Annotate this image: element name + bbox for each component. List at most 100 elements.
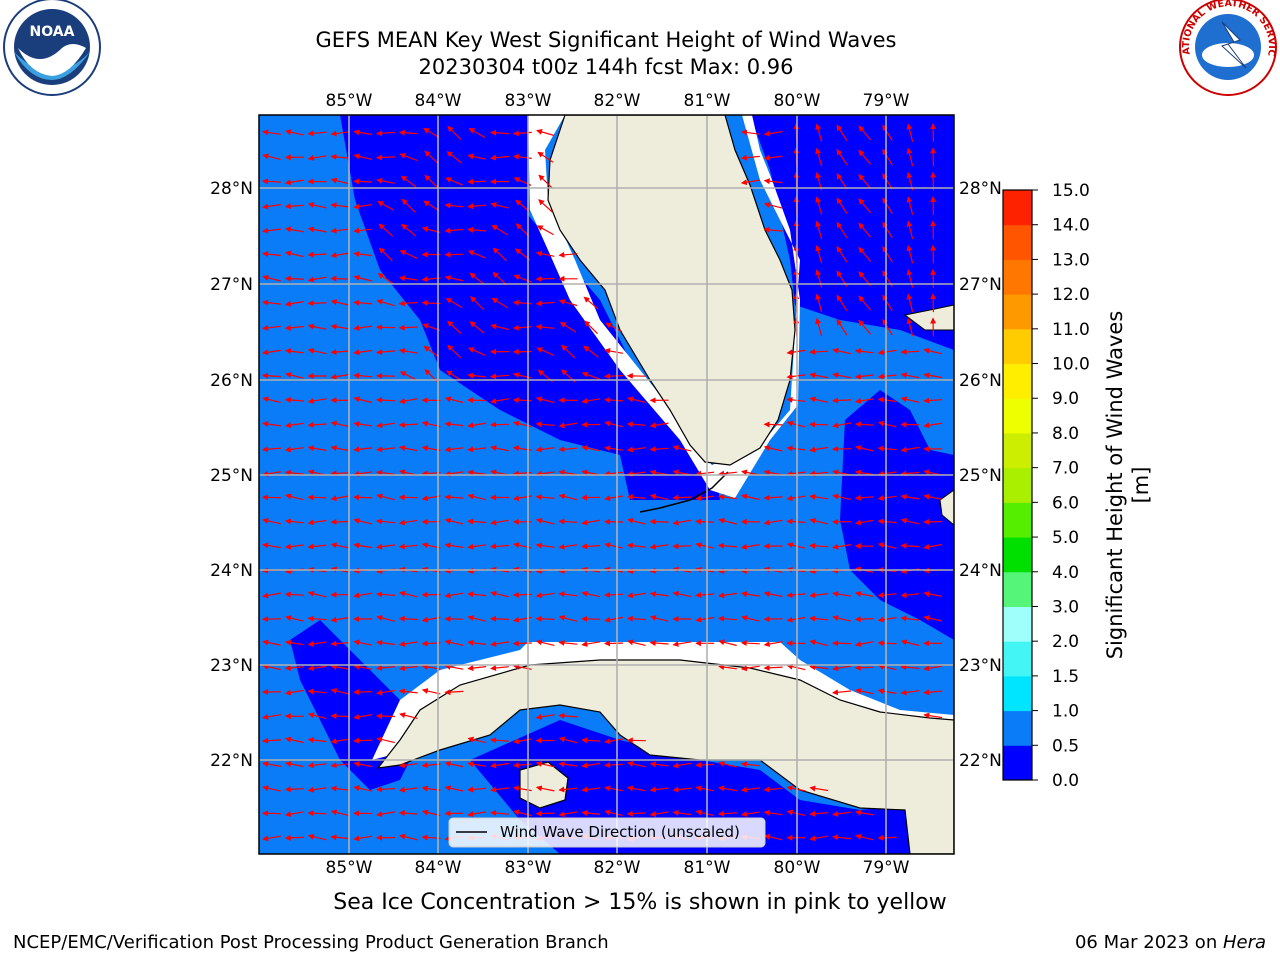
wind-wave-arrow bbox=[649, 639, 669, 646]
wind-wave-arrow bbox=[604, 397, 624, 404]
wind-wave-arrow bbox=[877, 396, 897, 403]
wind-wave-arrow bbox=[444, 470, 464, 477]
wind-wave-arrow bbox=[535, 639, 555, 646]
wind-wave-arrow bbox=[836, 173, 848, 190]
colorbar-tick-label: 1.5 bbox=[1052, 667, 1079, 687]
wind-wave-arrow bbox=[469, 272, 485, 285]
wind-wave-arrow bbox=[649, 615, 669, 622]
wind-wave-arrow bbox=[467, 518, 487, 525]
wind-wave-arrow bbox=[285, 372, 304, 379]
wind-wave-arrow bbox=[854, 373, 874, 380]
wind-wave-arrow bbox=[262, 737, 282, 744]
wind-wave-arrow bbox=[353, 227, 373, 234]
wind-wave-arrow bbox=[583, 296, 599, 310]
wind-wave-arrow bbox=[877, 592, 897, 599]
wind-wave-arrow bbox=[376, 786, 396, 793]
wind-wave-arrow bbox=[858, 246, 872, 262]
wind-wave-arrow bbox=[376, 299, 395, 307]
wind-wave-arrow bbox=[444, 542, 464, 549]
wind-wave-arrow bbox=[491, 224, 509, 236]
wind-wave-arrow bbox=[285, 761, 304, 768]
wind-wave-arrow bbox=[558, 422, 578, 429]
wind-wave-arrow bbox=[490, 640, 509, 647]
lon-tick-label: 82°W bbox=[594, 91, 641, 111]
wind-wave-arrow bbox=[490, 810, 510, 817]
lon-tick-label: 83°W bbox=[505, 858, 552, 878]
wind-wave-arrow bbox=[262, 299, 281, 306]
wind-wave-arrow bbox=[330, 299, 350, 306]
wind-wave-arrow bbox=[307, 398, 327, 404]
nws-logo-text: NATIONAL WEATHER SERVICE bbox=[0, 0, 1277, 57]
wind-wave-arrow bbox=[376, 349, 396, 356]
wind-wave-arrow bbox=[832, 810, 851, 817]
wind-wave-arrow bbox=[900, 592, 920, 599]
wind-wave-arrow bbox=[284, 348, 304, 355]
wind-wave-arrow bbox=[877, 518, 897, 525]
wind-wave-arrow bbox=[809, 470, 829, 477]
wind-wave-arrow bbox=[467, 615, 487, 622]
wind-wave-arrow bbox=[447, 320, 462, 334]
wind-wave-arrow bbox=[398, 762, 418, 769]
wind-wave-arrow bbox=[672, 809, 692, 816]
wind-wave-arrow bbox=[558, 299, 578, 307]
wind-wave-arrow bbox=[809, 493, 829, 500]
wind-wave-arrow bbox=[307, 130, 327, 137]
dark-region-gulf bbox=[340, 115, 720, 500]
wind-wave-arrow bbox=[906, 220, 914, 240]
wind-wave-arrow bbox=[836, 294, 848, 312]
wind-wave-arrow bbox=[627, 517, 646, 525]
wind-wave-arrow bbox=[815, 244, 823, 264]
wind-wave-arrow bbox=[558, 543, 578, 550]
nws-logo: NATIONAL WEATHER SERVICE bbox=[0, 0, 1277, 96]
wind-wave-arrow bbox=[558, 639, 578, 646]
wind-wave-arrow bbox=[262, 810, 282, 817]
wind-wave-arrow bbox=[923, 397, 943, 404]
wind-wave-arrow bbox=[262, 517, 281, 525]
wind-wave-arrow bbox=[923, 665, 943, 672]
wind-wave-arrow bbox=[490, 421, 510, 428]
wind-wave-arrow bbox=[535, 446, 555, 453]
wind-wave-arrow bbox=[490, 129, 510, 136]
wind-wave-arrow bbox=[398, 398, 418, 404]
wind-wave-arrow bbox=[740, 761, 760, 768]
wind-wave-arrow bbox=[490, 665, 509, 671]
wind-wave-arrow bbox=[446, 151, 462, 164]
wind-wave-arrow bbox=[490, 154, 510, 161]
wind-wave-arrow bbox=[423, 345, 440, 358]
wind-wave-arrow bbox=[809, 835, 829, 842]
wind-wave-arrow bbox=[558, 615, 578, 622]
wind-wave-arrow bbox=[854, 469, 874, 476]
wind-wave-arrow bbox=[718, 639, 737, 647]
wind-wave-arrow bbox=[832, 372, 851, 379]
wind-wave-arrow bbox=[581, 398, 601, 404]
wind-wave-arrow bbox=[399, 833, 418, 841]
chart-title: GEFS MEAN Key West Significant Height of… bbox=[315, 28, 897, 52]
wind-wave-arrow bbox=[467, 543, 487, 550]
wind-wave-arrow bbox=[467, 639, 487, 646]
map-frame bbox=[258, 114, 955, 855]
wind-wave-arrow bbox=[923, 518, 943, 525]
wind-wave-arrow bbox=[444, 446, 464, 453]
wind-wave-arrow bbox=[854, 519, 874, 526]
wind-wave-arrow bbox=[558, 761, 578, 768]
wind-wave-arrow bbox=[376, 665, 396, 671]
wind-wave-arrow bbox=[376, 811, 395, 818]
map-legend: Wind Wave Direction (unscaled) bbox=[448, 817, 766, 848]
wind-wave-arrow bbox=[923, 543, 943, 550]
wind-wave-arrow bbox=[307, 762, 327, 769]
lon-tick-label: 83°W bbox=[505, 91, 552, 111]
wind-wave-arrow bbox=[906, 123, 914, 142]
wind-wave-arrow bbox=[854, 616, 874, 623]
wind-wave-arrow bbox=[515, 223, 530, 238]
wind-wave-arrow bbox=[401, 223, 417, 237]
wind-wave-arrow bbox=[353, 324, 373, 331]
wind-wave-arrow bbox=[604, 373, 624, 380]
lat-tick-label: 28°N bbox=[959, 179, 1002, 199]
wind-wave-arrow bbox=[444, 251, 464, 258]
colorbar-segment bbox=[1003, 641, 1032, 677]
wind-wave-arrow bbox=[763, 202, 783, 209]
lat-tick-label: 28°N bbox=[210, 179, 253, 199]
wind-wave-arrow bbox=[285, 493, 304, 501]
wind-wave-arrow bbox=[284, 518, 304, 525]
wind-wave-arrow bbox=[307, 347, 327, 355]
